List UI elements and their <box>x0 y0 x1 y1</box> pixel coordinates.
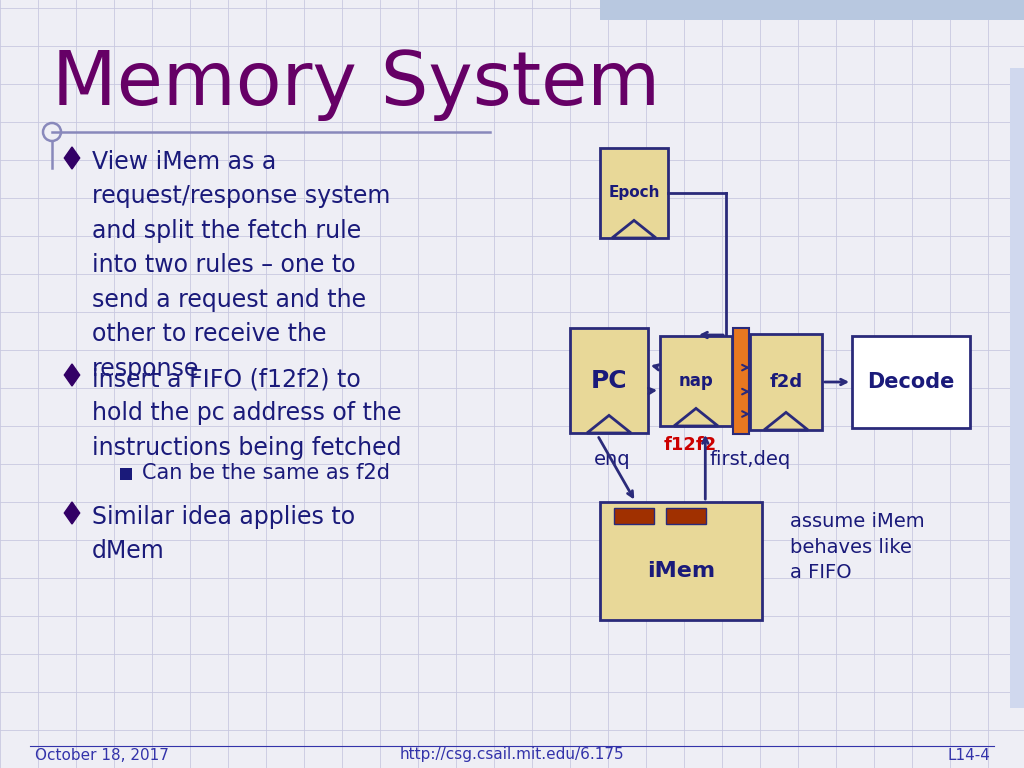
Text: f2d: f2d <box>769 373 803 391</box>
Text: PC: PC <box>591 369 628 392</box>
Text: iMem: iMem <box>647 561 715 581</box>
Text: f12f2: f12f2 <box>664 436 717 454</box>
FancyBboxPatch shape <box>852 336 970 428</box>
FancyBboxPatch shape <box>600 148 668 238</box>
Text: first,deq: first,deq <box>710 450 791 469</box>
FancyBboxPatch shape <box>733 328 749 434</box>
Text: nap: nap <box>679 372 714 390</box>
FancyBboxPatch shape <box>120 468 132 480</box>
Text: View iMem as a
request/response system
and split the fetch rule
into two rules –: View iMem as a request/response system a… <box>92 150 390 381</box>
Text: Memory System: Memory System <box>52 48 660 121</box>
Polygon shape <box>764 412 808 430</box>
Text: Epoch: Epoch <box>608 186 659 200</box>
FancyBboxPatch shape <box>1010 68 1024 708</box>
Polygon shape <box>674 409 718 426</box>
FancyBboxPatch shape <box>660 336 732 426</box>
FancyBboxPatch shape <box>614 508 654 524</box>
FancyBboxPatch shape <box>600 502 762 620</box>
Text: http://csg.csail.mit.edu/6.175: http://csg.csail.mit.edu/6.175 <box>399 747 625 763</box>
Polygon shape <box>612 220 656 238</box>
Text: L14-4: L14-4 <box>947 747 990 763</box>
Polygon shape <box>65 147 80 169</box>
Text: assume iMem
behaves like
a FIFO: assume iMem behaves like a FIFO <box>790 512 925 582</box>
Polygon shape <box>587 415 631 433</box>
FancyBboxPatch shape <box>750 334 822 430</box>
Text: October 18, 2017: October 18, 2017 <box>35 747 169 763</box>
Text: insert a FIFO (f12f2) to
hold the pc address of the
instructions being fetched: insert a FIFO (f12f2) to hold the pc add… <box>92 367 401 460</box>
Polygon shape <box>65 364 80 386</box>
Text: enq: enq <box>594 450 631 469</box>
Text: Similar idea applies to
dMem: Similar idea applies to dMem <box>92 505 355 564</box>
FancyBboxPatch shape <box>666 508 706 524</box>
Text: Decode: Decode <box>867 372 954 392</box>
Text: Can be the same as f2d: Can be the same as f2d <box>142 463 390 483</box>
FancyBboxPatch shape <box>600 0 1024 20</box>
FancyBboxPatch shape <box>570 328 648 433</box>
Polygon shape <box>65 502 80 524</box>
